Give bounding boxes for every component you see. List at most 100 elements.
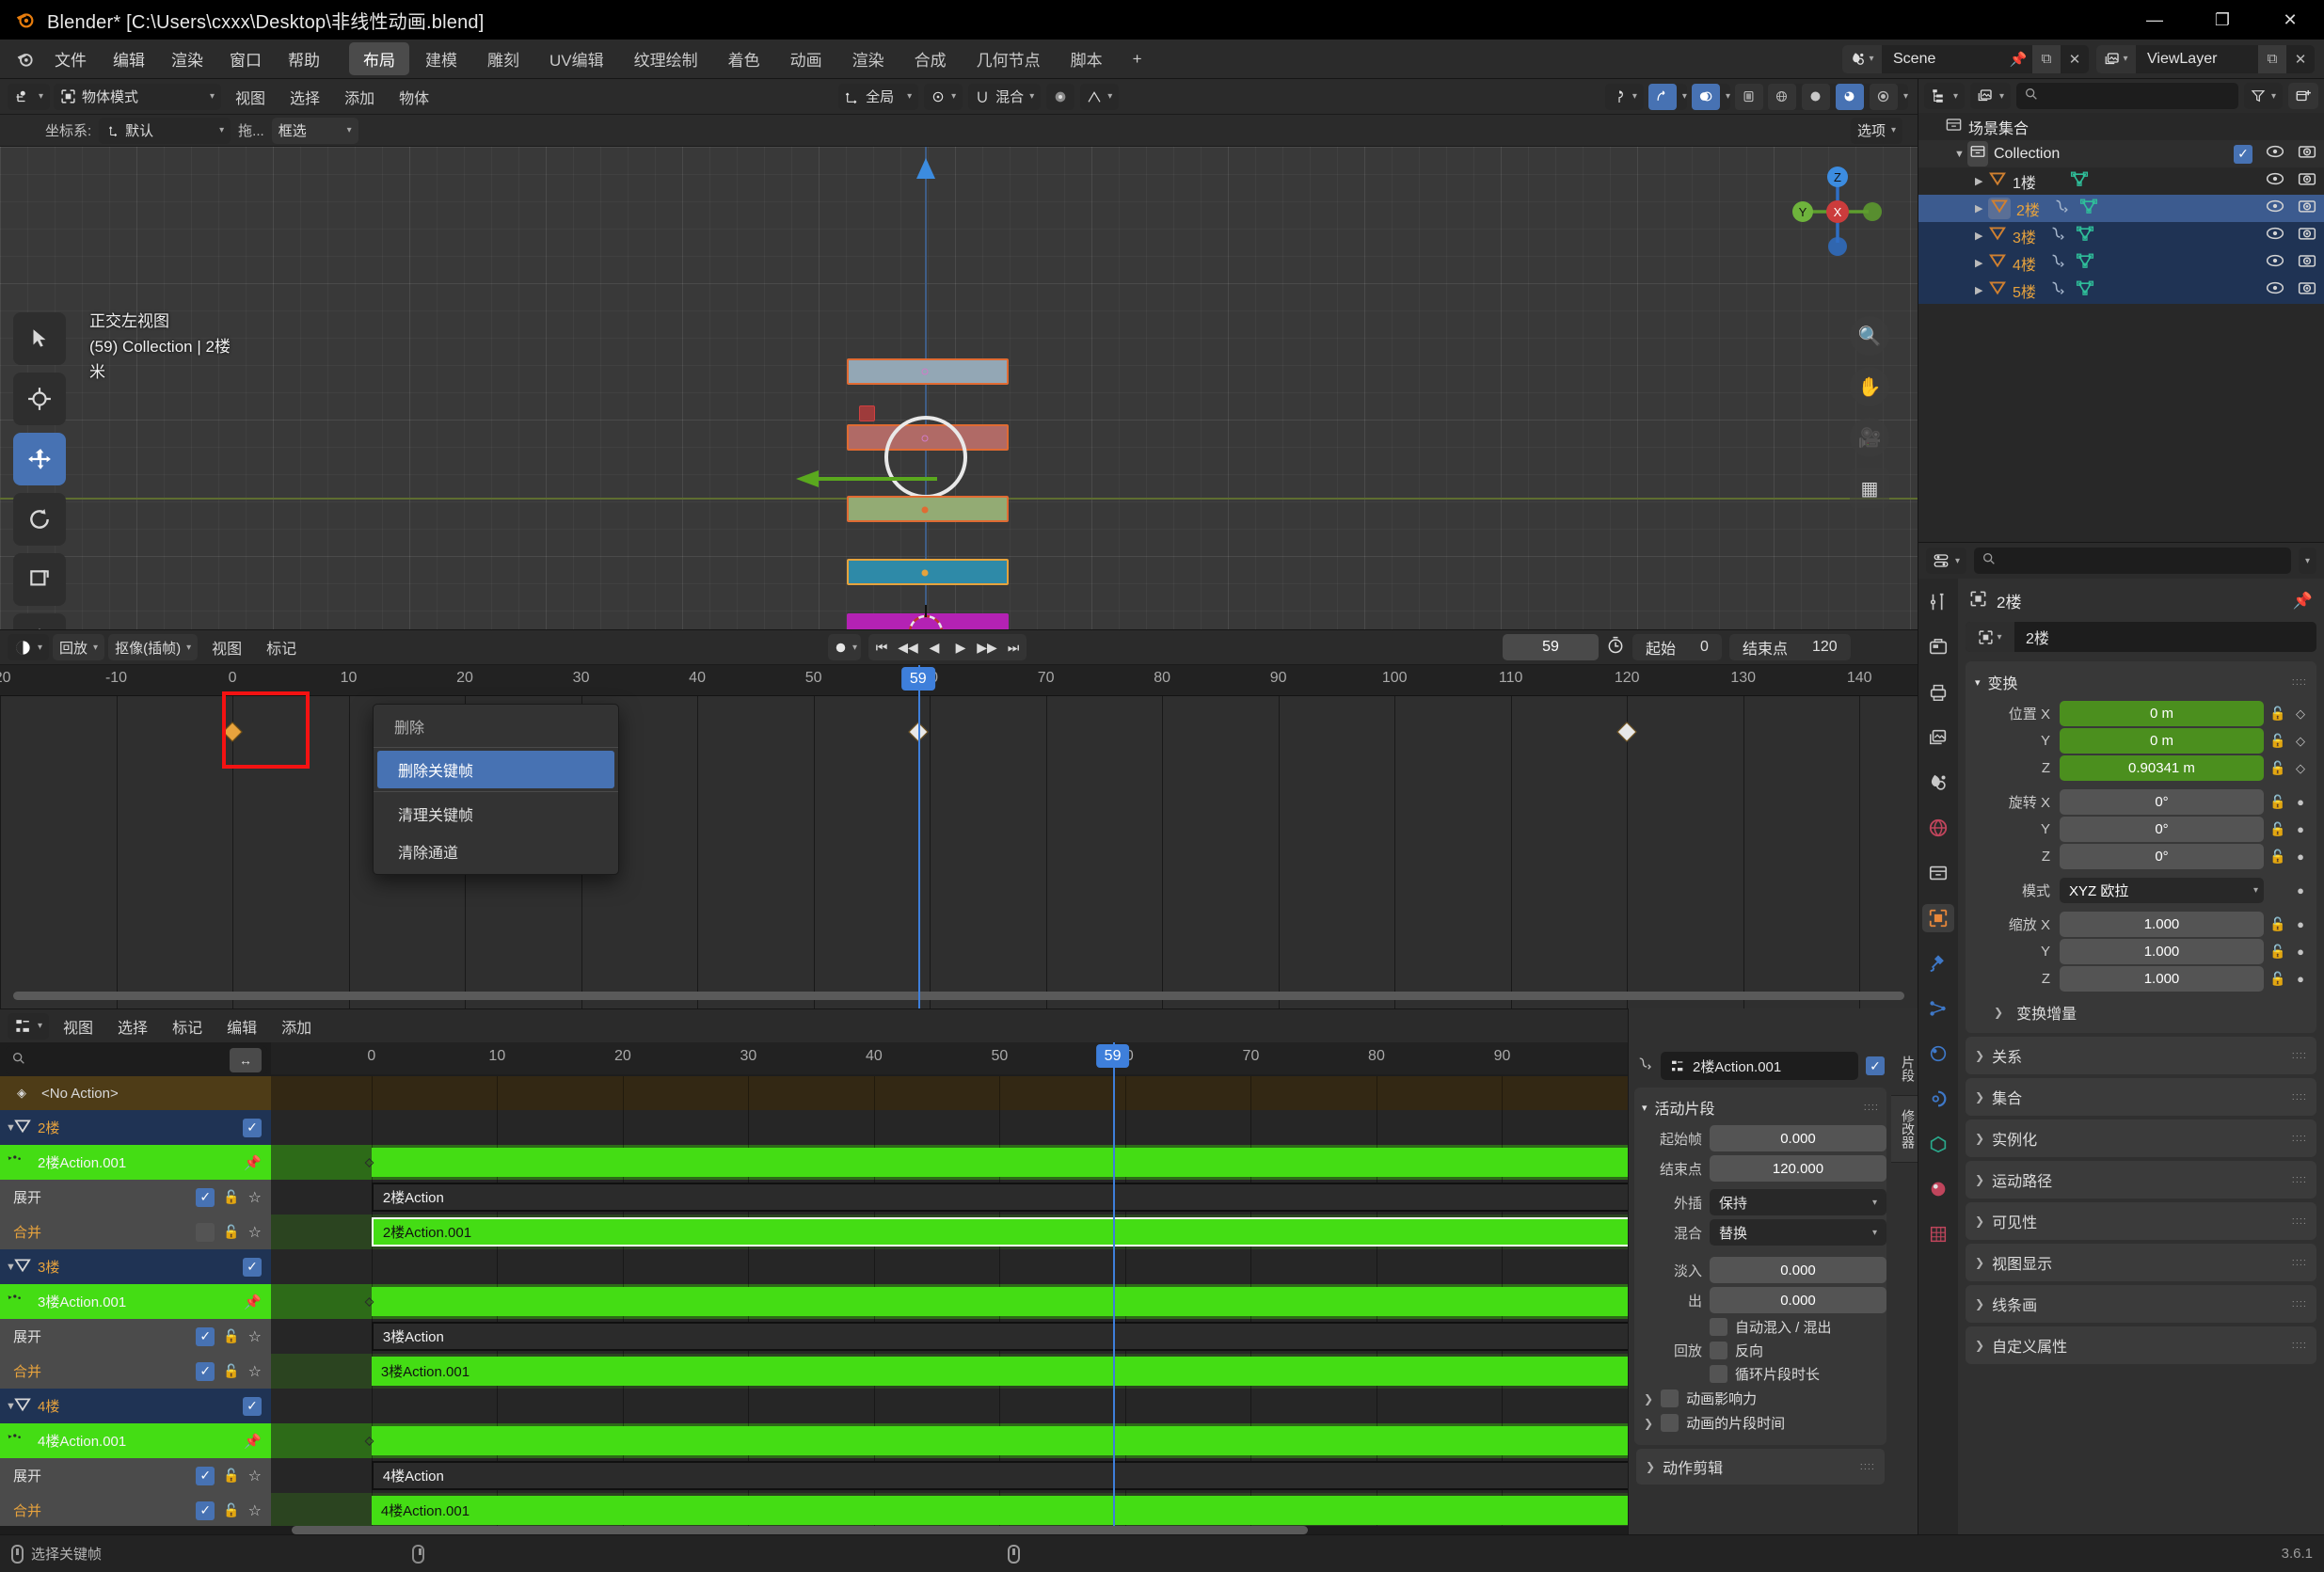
object-mode-selector[interactable]: 物体模式 ▾ <box>54 83 222 110</box>
nla-menu-edit[interactable]: 编辑 <box>227 1020 258 1037</box>
viewlayer-name[interactable]: ViewLayer <box>2147 50 2218 67</box>
chevron-down-icon[interactable]: ▼ <box>6 1261 16 1273</box>
properties-section-实例化[interactable]: ❯ 实例化:::: <box>1966 1119 2316 1157</box>
properties-editor-type[interactable]: ▾ <box>1926 548 1967 574</box>
properties-search[interactable] <box>1974 548 2291 574</box>
camera-icon[interactable] <box>2298 171 2316 191</box>
nla-channel-object[interactable]: ▼ 2楼 ✓ <box>0 1110 271 1145</box>
current-frame-field[interactable]: 59 <box>1503 634 1600 660</box>
properties-section-运动路径[interactable]: ❯ 运动路径:::: <box>1966 1161 2316 1199</box>
mesh-data-icon[interactable] <box>2070 171 2089 191</box>
solo-star-icon[interactable]: ☆ <box>247 1328 262 1345</box>
pin-icon[interactable]: 📌 <box>2009 51 2028 68</box>
tab-sculpting[interactable]: 雕刻 <box>487 52 519 70</box>
strip-fadein-value[interactable]: 0.000 <box>1710 1257 1886 1283</box>
nla-tweak-strip[interactable] <box>364 1426 1628 1455</box>
tab-compositing[interactable]: 合成 <box>914 52 947 70</box>
lock-icon[interactable]: 🔓 <box>2269 821 2286 836</box>
chevron-right-icon[interactable]: ▶ <box>1975 258 1983 269</box>
context-menu-clear-channels[interactable]: 清除通道 <box>398 846 459 862</box>
editor-type-selector[interactable]: ▾ <box>8 83 51 110</box>
camera-icon[interactable] <box>2298 144 2316 164</box>
reverse-checkbox[interactable] <box>1710 1342 1727 1359</box>
menu-render[interactable]: 渲染 <box>171 52 203 70</box>
animation-data-icon[interactable] <box>2049 253 2068 273</box>
tab-particles[interactable] <box>1922 994 1954 1023</box>
viewlayer-selector[interactable]: ▾ ViewLayer ⧉ ✕ <box>2096 44 2315 73</box>
tool-cursor[interactable] <box>13 373 66 425</box>
nla-channel-action-track[interactable]: 2楼Action.001 📌 <box>0 1145 271 1180</box>
tab-layout[interactable]: 布局 <box>349 42 409 75</box>
timeline-menu-view[interactable]: 视图 <box>212 642 243 658</box>
track-enable-checkbox[interactable]: ✓ <box>196 1361 215 1381</box>
nla-ruler[interactable]: 0102030405060708090 <box>271 1042 1628 1074</box>
camera-icon[interactable] <box>2298 280 2316 300</box>
tab-material[interactable] <box>1922 1175 1954 1203</box>
properties-section-集合[interactable]: ❯ 集合:::: <box>1966 1078 2316 1116</box>
tab-object[interactable] <box>1922 904 1954 932</box>
delta-transform-row[interactable]: ❯ 变换增量 <box>1973 1001 2309 1024</box>
object-name-field[interactable]: ▾ 2楼 <box>1966 622 2316 652</box>
rotation-y-value[interactable]: 0° <box>2060 817 2264 842</box>
chevron-right-icon[interactable]: ▶ <box>1975 176 1983 187</box>
outliner-item-1楼[interactable]: ▶ 1楼 <box>1918 167 2324 195</box>
nla-hscrollbar[interactable] <box>292 1526 1308 1534</box>
lock-icon[interactable]: 🔓 <box>2269 794 2286 809</box>
strip-blending-value[interactable]: 替换 ▾ <box>1710 1219 1886 1246</box>
maximize-button[interactable]: ❐ <box>2214 9 2231 29</box>
keyframe-diamond-icon[interactable]: ◇ <box>2296 706 2305 721</box>
location-x-value[interactable]: 0 m <box>2060 701 2264 726</box>
properties-section-线条画[interactable]: ❯ 线条画:::: <box>1966 1285 2316 1323</box>
nla-strip-area[interactable]: 2楼Action 2楼Action.001 3楼Action 3楼Action.001… <box>271 1076 1628 1526</box>
outliner-search[interactable] <box>2016 83 2238 109</box>
scale-z-value[interactable]: 1.000 <box>2060 966 2264 992</box>
eye-icon[interactable] <box>2266 144 2284 164</box>
next-keyframe-button[interactable]: ▶▶ <box>977 639 997 655</box>
active-strip-panel-header[interactable]: ▾ 活动片段 :::: <box>1634 1089 1886 1125</box>
transform-orientation-selector[interactable]: 全局 ▾ <box>838 83 919 110</box>
object-icon[interactable]: ▾ <box>1966 622 2014 652</box>
rendered-shading-icon[interactable] <box>1869 83 1898 110</box>
collection-enable-checkbox[interactable]: ✓ <box>2234 144 2252 164</box>
viewport-menu-object[interactable]: 物体 <box>399 90 430 107</box>
object-name-value[interactable]: 2楼 <box>2026 631 2049 647</box>
new-viewlayer-icon[interactable]: ⧉ <box>2258 44 2286 73</box>
nla-menu-add[interactable]: 添加 <box>281 1020 312 1037</box>
end-frame-field[interactable]: 结束点 120 <box>1728 634 1851 660</box>
nla-channel-no-action[interactable]: ◈ <No Action> <box>0 1076 271 1110</box>
nla-strip-row[interactable] <box>271 1110 1628 1145</box>
add-workspace-button[interactable]: + <box>1132 49 1142 68</box>
snap-toggle[interactable]: 混合 ▾ <box>968 83 1042 110</box>
nla-menu-marker[interactable]: 标记 <box>172 1020 203 1037</box>
chevron-right-icon[interactable]: ▶ <box>1975 203 1983 214</box>
nla-strip[interactable]: 4楼Action.001 <box>371 1496 1628 1525</box>
timeline-playhead[interactable] <box>917 665 920 1008</box>
chevron-right-icon[interactable]: ▶ <box>1975 285 1983 296</box>
rotation-x-value[interactable]: 0° <box>2060 789 2264 815</box>
tool-scale[interactable] <box>13 553 66 606</box>
menu-help[interactable]: 帮助 <box>288 52 320 70</box>
auto-keying-toggle[interactable]: ▾ <box>828 634 862 660</box>
toggle-ortho-icon[interactable]: ▦ <box>1850 468 1889 508</box>
solo-star-icon[interactable]: ☆ <box>247 1363 262 1380</box>
delete-scene-icon[interactable]: ✕ <box>2068 51 2081 68</box>
loop-checkbox[interactable] <box>1710 1365 1727 1383</box>
tab-scene[interactable] <box>1922 769 1954 797</box>
pin-icon[interactable]: 📌 <box>244 1294 262 1310</box>
object-enable-checkbox[interactable]: ✓ <box>243 1257 262 1277</box>
nla-channel-action-track[interactable]: 4楼Action.001 📌 <box>0 1423 271 1458</box>
track-enable-checkbox[interactable] <box>196 1222 215 1242</box>
visibility-selector[interactable]: ▾ <box>1604 83 1644 110</box>
outliner-item-4楼[interactable]: ▶ 4楼 <box>1918 249 2324 277</box>
lock-icon[interactable]: 🔓 <box>223 1189 240 1204</box>
nla-channel-track[interactable]: 合并 ✓ 🔓 ☆ <box>0 1354 271 1389</box>
object-enable-checkbox[interactable]: ✓ <box>243 1396 262 1416</box>
3d-viewport[interactable]: 正交左视图 (59) Collection | 2楼 米 <box>0 147 1918 629</box>
track-enable-checkbox[interactable]: ✓ <box>196 1187 215 1207</box>
scene-selector[interactable]: ▾ Scene 📌 ⧉ ✕ <box>1842 44 2089 73</box>
close-button[interactable]: ✕ <box>2283 9 2298 29</box>
lock-icon[interactable]: 🔓 <box>223 1363 240 1378</box>
timeline-ruler[interactable]: -20-100102030405060708090100110120130140 <box>0 665 1918 696</box>
timeline-keyframe[interactable] <box>1616 722 1637 742</box>
eye-icon[interactable] <box>2266 171 2284 191</box>
